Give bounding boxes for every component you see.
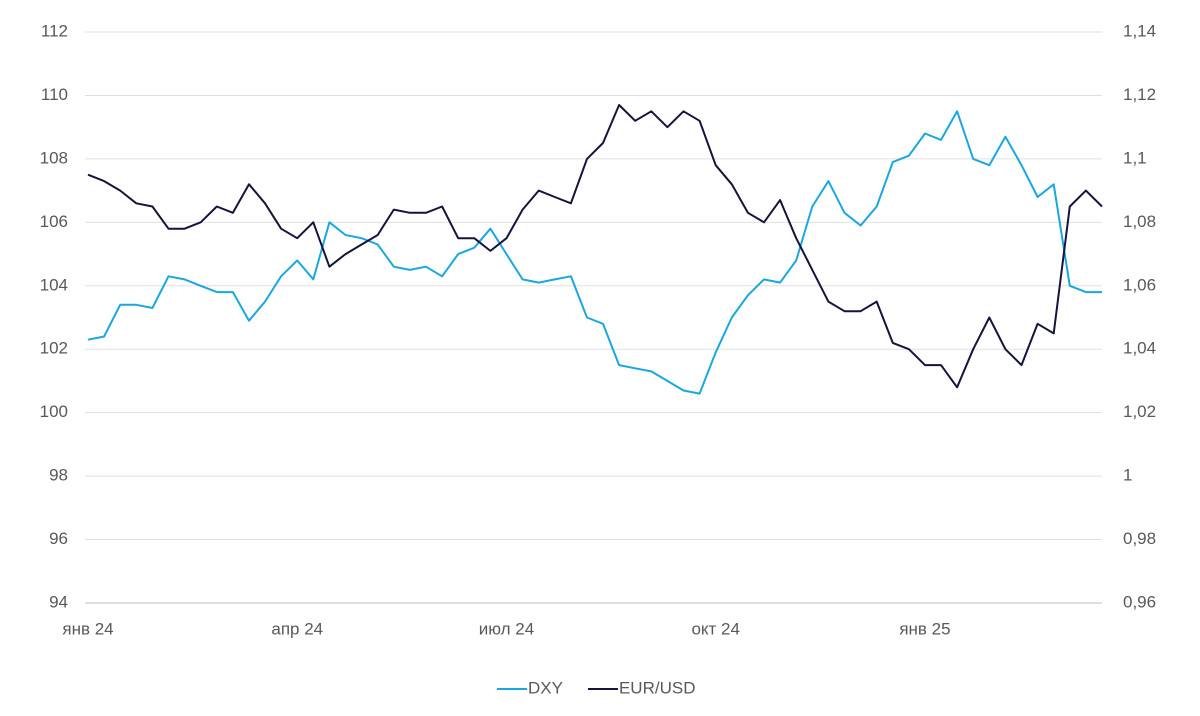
x-tick-label: июл 24 <box>479 619 534 638</box>
y2-tick-label: 0,96 <box>1123 592 1156 611</box>
y2-tick-label: 1,02 <box>1123 402 1156 421</box>
y-tick-label: 102 <box>40 339 68 358</box>
x-tick-label: окт 24 <box>691 619 740 638</box>
y2-tick-label: 1,14 <box>1123 21 1156 40</box>
y-tick-label: 98 <box>49 466 68 485</box>
y2-tick-label: 1,06 <box>1123 275 1156 294</box>
x-tick-label: янв 25 <box>899 619 950 638</box>
y2-tick-label: 1,12 <box>1123 85 1156 104</box>
x-tick-label: янв 24 <box>62 619 113 638</box>
y2-tick-label: 1 <box>1123 466 1132 485</box>
y2-tick-label: 0,98 <box>1123 529 1156 548</box>
y-tick-label: 112 <box>41 21 68 40</box>
y2-tick-label: 1,08 <box>1123 212 1156 231</box>
legend-label: DXY <box>528 678 563 697</box>
y2-tick-label: 1,1 <box>1123 148 1147 167</box>
y-tick-label: 108 <box>40 148 68 167</box>
y-tick-label: 110 <box>41 85 68 104</box>
y-tick-label: 96 <box>49 529 68 548</box>
line-series <box>87 110 1102 395</box>
x-tick-label: апр 24 <box>271 619 323 638</box>
y-tick-label: 106 <box>40 212 68 231</box>
line-series <box>87 104 1103 389</box>
y-tick-label: 104 <box>40 275 68 294</box>
y-tick-label: 94 <box>49 592 68 611</box>
y-tick-label: 100 <box>40 402 68 421</box>
legend-label: EUR/USD <box>619 678 696 697</box>
y2-tick-label: 1,04 <box>1123 339 1156 358</box>
